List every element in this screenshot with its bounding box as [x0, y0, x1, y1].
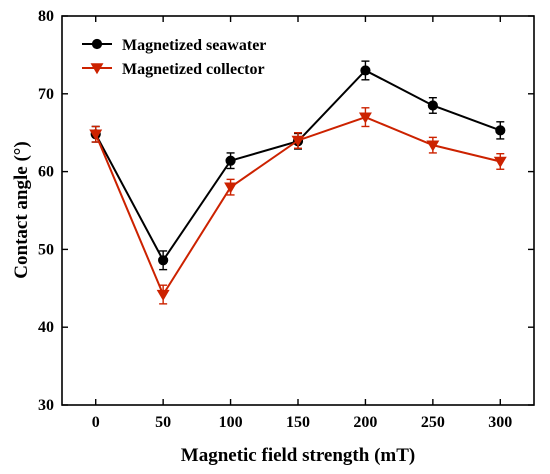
- series-1: [90, 60, 506, 271]
- x-tick-label: 200: [353, 414, 377, 431]
- data-point: [426, 140, 440, 152]
- y-tick-label: 60: [38, 164, 54, 181]
- y-tick-label: 70: [38, 86, 54, 103]
- legend: Magnetized seawater Magnetized collector: [82, 37, 266, 78]
- legend-marker: [91, 38, 103, 50]
- data-point: [156, 289, 170, 301]
- data-point: [427, 100, 438, 111]
- y-axis: 30 40 50 60 70 80: [38, 8, 534, 414]
- data-point: [158, 255, 169, 266]
- y-tick-label: 50: [38, 241, 54, 258]
- data-point: [358, 112, 372, 124]
- y-tick-label: 30: [38, 397, 54, 414]
- legend-label: Magnetized collector: [122, 61, 265, 78]
- x-tick-label: 300: [488, 414, 512, 431]
- series-2: [89, 107, 507, 305]
- data-point: [291, 135, 305, 147]
- legend-marker: [90, 63, 104, 75]
- y-axis-title: Contact angle (°): [11, 141, 32, 278]
- series-line: [94, 69, 501, 263]
- legend-label: Magnetized seawater: [122, 37, 266, 54]
- data-point: [360, 65, 371, 76]
- x-axis: 0 50 100 150 200 250 300: [92, 16, 512, 431]
- y-tick-label: 80: [38, 8, 54, 25]
- x-tick-label: 150: [286, 414, 310, 431]
- data-point: [89, 129, 103, 141]
- y-tick-label: 40: [38, 319, 54, 336]
- data-point: [224, 182, 238, 194]
- x-tick-label: 0: [92, 414, 100, 431]
- x-axis-title: Magnetic field strength (mT): [181, 445, 415, 466]
- x-tick-label: 100: [219, 414, 243, 431]
- data-point: [493, 156, 507, 168]
- x-tick-label: 50: [155, 414, 171, 431]
- series-layer: [89, 60, 507, 305]
- x-tick-label: 250: [421, 414, 445, 431]
- data-point: [495, 125, 506, 136]
- data-point: [225, 155, 236, 166]
